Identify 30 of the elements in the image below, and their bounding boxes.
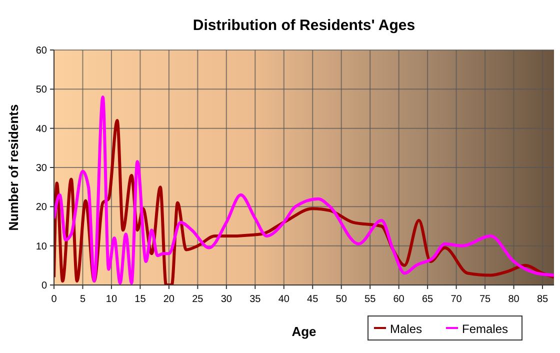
- y-tick-label: 50: [36, 84, 48, 96]
- y-tick-label: 0: [41, 280, 48, 292]
- x-tick-label: 55: [364, 294, 376, 305]
- x-tick-label: 10: [106, 294, 118, 305]
- x-tick-label: 65: [422, 294, 434, 305]
- x-tick-label: 75: [479, 294, 492, 305]
- x-tick-label: 80: [508, 294, 520, 305]
- x-tick-label: 5: [80, 294, 86, 305]
- x-axis-title: Age: [292, 324, 316, 339]
- x-tick-label: 45: [307, 294, 319, 305]
- y-tick-label: 20: [36, 202, 48, 214]
- x-tick-label: 20: [163, 294, 175, 305]
- x-tick-label: 35: [250, 294, 262, 305]
- x-tick-label: 60: [393, 294, 405, 305]
- x-tick-label: 40: [278, 294, 290, 305]
- x-tick-label: 25: [192, 294, 204, 305]
- y-tick-label: 10: [36, 241, 48, 252]
- chart-title: Distribution of Residents' Ages: [192, 17, 416, 34]
- y-tick-label: 30: [36, 163, 48, 174]
- x-tick-label: 0: [51, 294, 58, 305]
- legend-label: Males: [390, 322, 422, 336]
- y-tick-label: 40: [36, 124, 48, 135]
- y-axis-title: Number of residents: [6, 104, 21, 231]
- legend-label: Females: [462, 322, 508, 336]
- x-tick-label: 50: [336, 294, 348, 305]
- x-tick-label: 85: [536, 294, 549, 305]
- x-tick-label: 30: [220, 294, 232, 305]
- x-tick-label: 15: [134, 294, 146, 305]
- x-tick-label: 70: [450, 294, 462, 305]
- y-tick-label: 60: [36, 46, 48, 56]
